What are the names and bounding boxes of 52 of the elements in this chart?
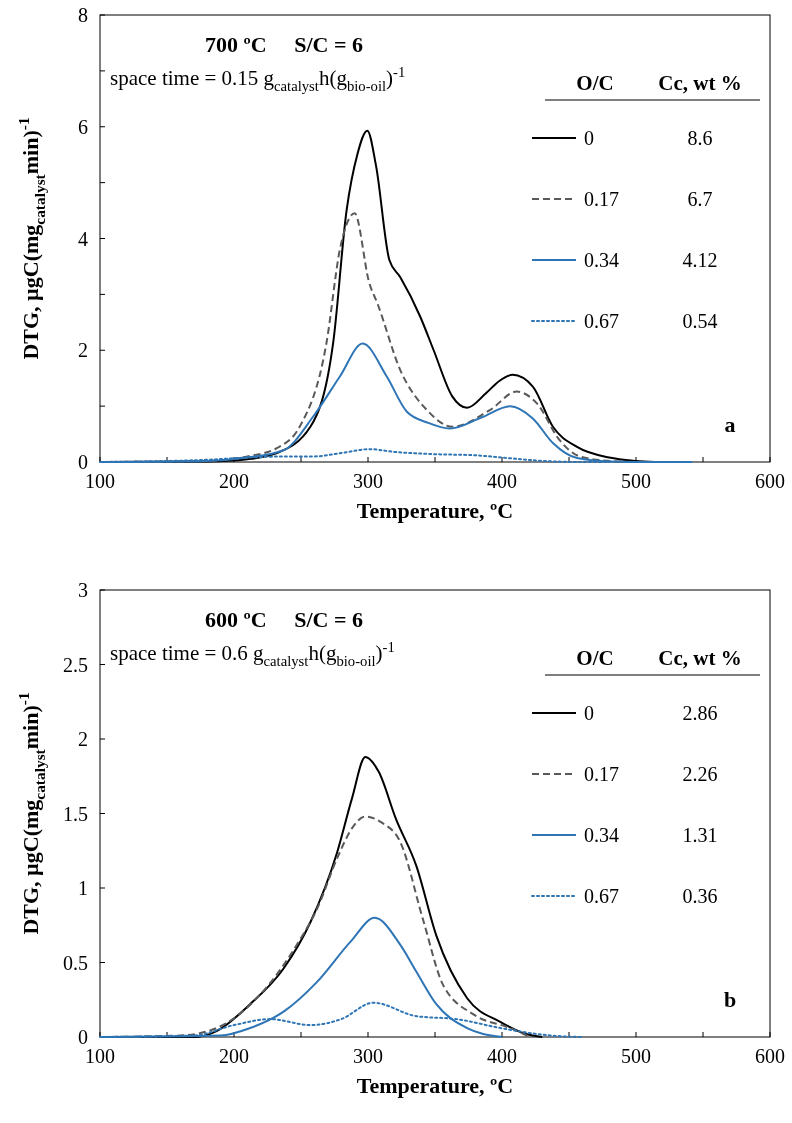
x-tick-label: 500 — [621, 1045, 651, 1067]
annotation: 2.86 — [682, 702, 718, 724]
x-tick-label: 600 — [755, 1045, 785, 1067]
annotation: 0.36 — [682, 885, 718, 907]
y-tick-label: 4 — [78, 227, 88, 250]
x-axis-title: Temperature, ºC — [356, 498, 514, 523]
y-tick-label: 0 — [78, 451, 88, 473]
x-tick-label: 100 — [85, 470, 115, 492]
annotation: 2.26 — [682, 763, 718, 785]
annotation: 4.12 — [682, 249, 718, 271]
annotation: 6.7 — [687, 188, 713, 210]
x-tick-label: 200 — [219, 470, 249, 492]
legend-label: 0.34 — [584, 824, 619, 846]
x-tick-label: 300 — [353, 470, 383, 492]
x-tick-label: 200 — [219, 1045, 249, 1067]
annotation: 8.6 — [687, 127, 713, 149]
legend-label: 0.34 — [584, 249, 619, 271]
text: 700 ºC S/C = 6 — [205, 32, 363, 57]
x-tick-label: 600 — [755, 470, 785, 492]
text: 600 ºC S/C = 6 — [205, 607, 363, 632]
legend-title: O/C — [576, 71, 614, 95]
y-tick-label: 0 — [78, 1026, 88, 1048]
legend-label: 0.67 — [584, 310, 619, 332]
x-tick-label: 400 — [487, 470, 517, 492]
legend-label: 0.17 — [584, 763, 619, 785]
legend-label: 0.67 — [584, 885, 619, 907]
annotation: Cc, wt % — [658, 71, 742, 95]
y-tick-label: 1 — [78, 877, 88, 899]
y-tick-label: 3 — [78, 579, 88, 601]
annotation: 0.54 — [682, 310, 718, 332]
annotation: b — [723, 987, 737, 1012]
x-tick-label: 500 — [621, 470, 651, 492]
x-tick-label: 300 — [353, 1045, 383, 1067]
text: space time = 0.6 g$_{catalyst}$h(g$_{bio-oil}$)$^{-1}$ — [110, 638, 395, 670]
legend-title: O/C — [576, 646, 614, 670]
x-tick-label: 100 — [85, 1045, 115, 1067]
x-axis-title: Temperature, ºC — [356, 1073, 514, 1098]
annotation: a — [724, 412, 736, 437]
y-tick-label: 6 — [78, 115, 88, 138]
text: space time = 0.15 g$_{catalyst}$h(g$_{bio-oil}$)$^{-1}$ — [110, 63, 406, 95]
y-tick-label: 1.5 — [63, 802, 88, 825]
legend-label: 0 — [584, 702, 594, 724]
legend-label: 0 — [584, 127, 594, 149]
y-tick-label: 0.5 — [63, 951, 88, 974]
x-tick-label: 400 — [487, 1045, 517, 1067]
annotation: Cc, wt % — [658, 646, 742, 670]
y-tick-label: 8 — [78, 4, 88, 26]
y-tick-label: 2 — [78, 339, 88, 362]
y-tick-label: 2 — [78, 728, 88, 750]
y-tick-label: 2.5 — [63, 653, 88, 676]
legend-label: 0.17 — [584, 188, 619, 210]
annotation: 1.31 — [682, 824, 718, 846]
